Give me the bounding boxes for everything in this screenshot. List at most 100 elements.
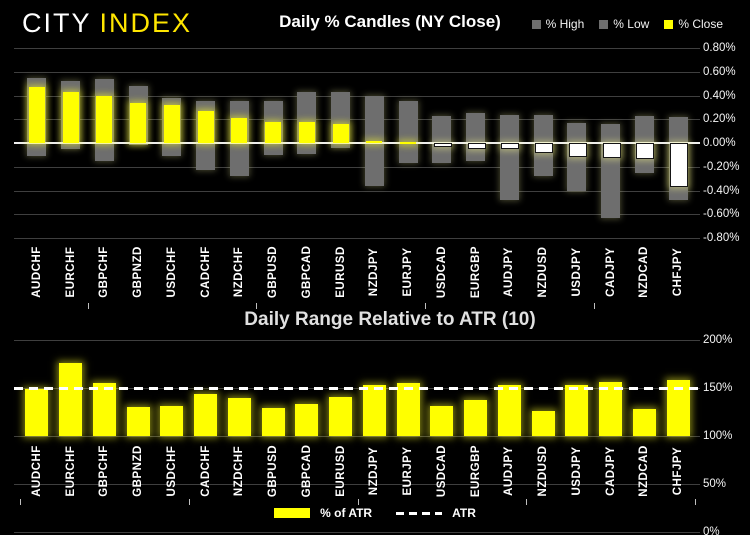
gridline — [14, 48, 700, 49]
atr-bar-GBPCHF — [92, 383, 116, 436]
atr-bar-AUDJPY — [497, 385, 521, 436]
y-axis-label: 100% — [703, 430, 733, 442]
legend-swatch — [664, 19, 674, 29]
gridline — [14, 340, 700, 341]
close-bar-CHFJPY — [670, 143, 689, 187]
atr-bar-NZDUSD — [531, 411, 555, 436]
atr-reference-line — [14, 387, 700, 390]
close-bar-GBPCHF — [96, 95, 113, 143]
category-label-CADCHF: CADCHF — [199, 246, 212, 298]
y-axis-label: 0.00% — [703, 137, 736, 149]
category-label-GBPCHF: GBPCHF — [98, 246, 111, 298]
category-label-GBPUSD: GBPUSD — [267, 444, 280, 498]
legend-swatch — [599, 19, 609, 29]
category-label-CHFJPY: CHFJPY — [672, 446, 685, 496]
high-low-bar-CADJPY — [601, 124, 621, 218]
legend-item--high: % High — [531, 17, 585, 31]
legend-item--close: % Close — [664, 17, 723, 31]
category-label-EURGBP: EURGBP — [469, 245, 482, 299]
close-bar-EURUSD — [332, 124, 349, 143]
gridline — [14, 166, 700, 168]
category-label-NZDCAD: NZDCAD — [638, 246, 651, 298]
logo-index-text: INDEX — [99, 8, 193, 38]
category-label-AUDJPY: AUDJPY — [503, 446, 516, 496]
atr-dashed-line-swatch — [396, 511, 443, 515]
atr-bar-EURJPY — [396, 383, 420, 436]
logo-city-text: CITY — [22, 8, 92, 38]
gridline — [14, 71, 700, 73]
y-axis-label: 150% — [703, 382, 733, 394]
close-bar-GBPUSD — [265, 121, 282, 143]
close-bar-AUDJPY — [501, 143, 520, 149]
close-bar-NZDJPY — [366, 140, 383, 143]
close-bar-USDCHF — [163, 105, 180, 143]
city-index-logo: CITY INDEX — [22, 8, 192, 39]
atr-bar-EURCHF — [59, 363, 83, 436]
pct-of-atr-label: % of ATR — [320, 506, 373, 520]
category-label-GBPCAD: GBPCAD — [300, 245, 313, 299]
atr-bar-NZDJPY — [362, 385, 386, 436]
category-label-NZDJPY: NZDJPY — [368, 446, 381, 496]
category-axis-tick — [20, 499, 21, 505]
category-axis-tick — [593, 303, 595, 309]
category-label-EURCHF: EURCHF — [64, 445, 77, 497]
close-bar-AUDCHF — [28, 87, 45, 143]
legend-swatch — [531, 19, 541, 29]
category-label-EURJPY: EURJPY — [402, 446, 415, 496]
category-label-EURJPY: EURJPY — [402, 247, 415, 297]
y-axis-label: 200% — [703, 334, 733, 346]
category-axis-tick — [526, 499, 528, 505]
category-axis-tick — [87, 303, 89, 309]
close-bar-NZDCAD — [636, 143, 655, 160]
category-axis-tick — [425, 303, 426, 309]
category-label-USDCHF: USDCHF — [165, 246, 178, 298]
atr-bar-CADJPY — [599, 382, 623, 436]
gridline — [14, 238, 700, 239]
category-label-GBPCHF: GBPCHF — [98, 445, 111, 497]
gridline — [14, 532, 700, 533]
y-axis-label: 0.60% — [703, 65, 736, 78]
pct-of-atr-swatch — [274, 508, 311, 518]
atr-bar-GBPUSD — [261, 408, 285, 436]
category-label-GBPUSD: GBPUSD — [267, 245, 280, 299]
category-label-EURGBP: EURGBP — [469, 444, 482, 498]
atr-bar-GBPCAD — [295, 403, 319, 436]
legend-label: % Close — [678, 17, 723, 31]
category-label-NZDCHF: NZDCHF — [233, 246, 246, 298]
close-bar-EURCHF — [62, 91, 79, 143]
top-chart-title: Daily % Candles (NY Close) — [279, 12, 501, 31]
y-axis-label: 0.20% — [703, 113, 736, 126]
category-label-GBPCAD: GBPCAD — [300, 444, 313, 498]
category-axis-tick — [695, 499, 696, 505]
gridline — [14, 484, 700, 485]
atr-bar-USDCHF — [160, 406, 184, 436]
category-label-USDCAD: USDCAD — [435, 245, 448, 299]
category-label-AUDCHF: AUDCHF — [30, 246, 43, 298]
close-bar-NZDCHF — [231, 118, 248, 143]
atr-bar-NZDCAD — [632, 409, 656, 436]
close-bar-GBPCAD — [298, 121, 315, 143]
y-axis-label: -0.80% — [703, 232, 740, 244]
high-low-bar-EURJPY — [398, 101, 418, 164]
category-label-GBPNZD: GBPNZD — [132, 445, 145, 497]
legend-label: % High — [545, 17, 585, 31]
gridline — [14, 214, 700, 216]
category-label-NZDCHF: NZDCHF — [233, 445, 246, 497]
close-bar-NZDUSD — [535, 143, 554, 154]
atr-bar-CADCHF — [194, 394, 218, 436]
category-label-AUDJPY: AUDJPY — [503, 247, 516, 297]
legend-label: % Low — [613, 17, 650, 31]
close-bar-EURJPY — [400, 141, 417, 144]
atr-bar-USDCAD — [430, 405, 454, 436]
category-label-CADJPY: CADJPY — [604, 446, 617, 496]
bottom-chart-title: Daily Range Relative to ATR (10) — [244, 309, 536, 330]
category-label-GBPNZD: GBPNZD — [132, 246, 145, 298]
y-axis-label: 0.40% — [703, 89, 736, 102]
atr-bar-EURUSD — [329, 397, 353, 436]
close-bar-USDJPY — [568, 143, 587, 157]
category-label-USDJPY: USDJPY — [570, 446, 583, 496]
category-label-USDCAD: USDCAD — [435, 444, 448, 498]
category-label-NZDJPY: NZDJPY — [368, 247, 381, 297]
bottom-chart-legend: % of ATR ATR — [0, 506, 750, 520]
atr-bar-CHFJPY — [666, 379, 690, 436]
